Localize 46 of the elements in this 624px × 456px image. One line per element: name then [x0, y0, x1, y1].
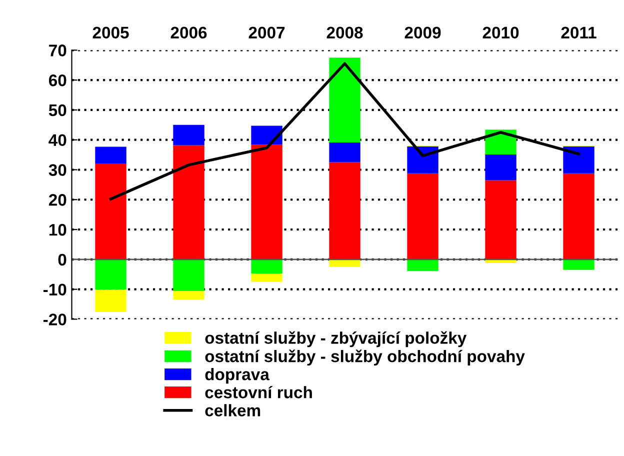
bar: [173, 259, 204, 292]
bar: [329, 58, 360, 143]
bar: [173, 124, 204, 146]
x-tick-label: 2007: [248, 26, 285, 39]
bar: [173, 145, 204, 260]
bar: [173, 291, 204, 300]
y-tick-label: 70: [49, 44, 66, 56]
y-tick-label: -10: [43, 284, 66, 296]
y-tick-label: 40: [48, 134, 66, 146]
bar: [563, 146, 594, 174]
y-tick-label: 30: [48, 164, 66, 176]
bar: [407, 146, 438, 174]
x-tick-label: 2010: [482, 26, 519, 39]
bar: [407, 259, 438, 272]
x-tick-label: 2005: [92, 26, 129, 39]
x-tick-label: 2009: [404, 26, 441, 39]
legend-label: celkem: [205, 404, 260, 416]
x-tick-label: 2006: [170, 26, 207, 39]
bar: [251, 126, 282, 145]
legend-label: cestovní ruch: [205, 386, 312, 398]
bar: [251, 259, 282, 274]
bar: [563, 173, 594, 260]
bar: [329, 142, 360, 162]
bar: [95, 163, 126, 260]
bar: [485, 154, 516, 180]
y-tick-label: 20: [48, 194, 66, 206]
bar: [95, 146, 126, 164]
bar: [95, 290, 126, 312]
bar: [329, 162, 360, 260]
legend-label: doprava: [205, 368, 270, 384]
x-tick-label: 2011: [561, 26, 596, 39]
y-tick-label: 0: [58, 254, 66, 266]
y-tick-label: 50: [48, 104, 66, 116]
bar: [251, 144, 282, 260]
legend-label: ostatní služby - zbývající položky: [205, 331, 467, 348]
bar: [563, 259, 594, 270]
y-tick-label: 60: [48, 74, 66, 86]
bar: [251, 274, 282, 282]
x-tick-label: 2008: [326, 26, 363, 39]
legend-label: ostatní služby - služby obchodní povahy: [205, 350, 525, 366]
bar: [95, 259, 126, 290]
y-tick-label: -20: [43, 314, 66, 326]
bar: [329, 259, 360, 267]
y-tick-label: 10: [49, 224, 66, 236]
bar: [485, 180, 516, 260]
bar: [407, 173, 438, 260]
